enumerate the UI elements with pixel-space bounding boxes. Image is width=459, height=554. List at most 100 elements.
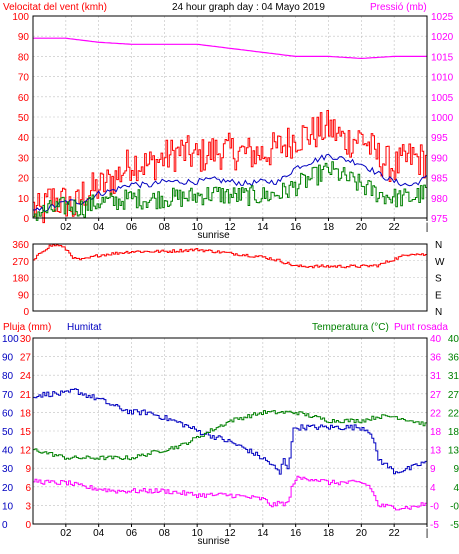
temperature-tick-label: 22 (448, 408, 459, 419)
direction-compass-label: N (435, 307, 442, 318)
y-right-tick-label: 985 (431, 174, 448, 185)
humidity-tick-label: 10 (2, 501, 14, 512)
humidity-tick-label: 50 (2, 427, 14, 438)
x-tick-label: 10 (192, 222, 204, 233)
x-tick-label: 22 (389, 222, 401, 233)
dewpoint-tick-label: 13 (430, 446, 442, 457)
rain-tick-label: 3 (25, 501, 31, 512)
x-tick-label: 02 (60, 222, 72, 233)
direction-degree-label: 180 (12, 274, 29, 285)
dewpoint-tick-label: -5 (430, 520, 439, 531)
climate-line-0 (33, 388, 428, 475)
direction-degree-label: 90 (18, 290, 30, 301)
y-left-tick-label: 0 (23, 214, 29, 225)
humidity-axis-label: Humitat (67, 322, 102, 333)
direction-compass-label: N (435, 240, 442, 251)
temperature-tick-label: 9 (453, 464, 459, 475)
direction-compass-label: W (435, 257, 445, 268)
pressure-axis-label: Pressió (mb) (370, 2, 427, 13)
x-tick-label: 12 (224, 222, 236, 233)
dewpoint-tick-label: 9 (430, 464, 436, 475)
y-left-tick-label: 90 (18, 32, 30, 43)
x-tick-label: 04 (93, 528, 105, 539)
x-tick-label: 18 (323, 528, 335, 539)
humidity-tick-label: 0 (2, 520, 8, 531)
dewpoint-tick-label: 36 (430, 353, 442, 364)
direction-line-0 (33, 244, 428, 269)
y-left-tick-label: 20 (18, 174, 30, 185)
x-tick-label: 08 (159, 222, 171, 233)
humidity-tick-label: 60 (2, 408, 14, 419)
y-right-tick-label: 1020 (431, 32, 454, 43)
x-tick-label: 20 (356, 222, 368, 233)
y-left-tick-label: 30 (18, 153, 30, 164)
humidity-tick-label: 40 (2, 446, 14, 457)
x-tick-label: 14 (257, 528, 269, 539)
humidity-tick-label: 80 (2, 371, 14, 382)
series-line-3 (33, 37, 427, 60)
climate-line-1 (33, 410, 428, 461)
direction-degree-label: 270 (12, 257, 29, 268)
temperature-tick-label: 40 (448, 334, 459, 345)
y-right-tick-label: 975 (431, 214, 448, 225)
x-tick-label: 06 (126, 222, 138, 233)
x-tick-label: 10 (192, 528, 204, 539)
x-tick-label: 02 (60, 528, 72, 539)
rain-tick-label: 21 (20, 390, 32, 401)
dewpoint-axis-label: Punt rosada (394, 322, 448, 333)
dewpoint-tick-label: 18 (430, 427, 442, 438)
dewpoint-tick-label: 22 (430, 408, 442, 419)
x-tick-label: 06 (126, 528, 138, 539)
x-tick-label: 18 (323, 222, 335, 233)
y-left-tick-label: 40 (18, 133, 30, 144)
x-tick-label: 08 (159, 528, 171, 539)
y-right-tick-label: 990 (431, 153, 448, 164)
humidity-tick-label: 30 (2, 464, 14, 475)
y-right-tick-label: 1010 (431, 73, 454, 84)
dewpoint-tick-label: 27 (430, 390, 442, 401)
rain-tick-label: 0 (25, 520, 31, 531)
dewpoint-tick-label: -0 (430, 501, 439, 512)
rain-tick-label: 27 (20, 353, 32, 364)
humidity-tick-label: 100 (2, 334, 19, 345)
rain-tick-label: 18 (20, 408, 32, 419)
direction-compass-label: S (435, 274, 442, 285)
y-right-tick-label: 1005 (431, 93, 454, 104)
series-line-0 (33, 110, 428, 224)
series-line-2 (33, 161, 428, 221)
dewpoint-tick-label: 31 (430, 371, 442, 382)
climate-line-2 (33, 475, 427, 511)
temperature-humidity-chart: 0102030405060708090100036912151821242730… (2, 334, 459, 547)
x-tick-label: 20 (356, 528, 368, 539)
temperature-tick-label: -5 (450, 520, 459, 531)
y-right-tick-label: 1025 (431, 12, 454, 23)
rain-tick-label: 15 (20, 427, 32, 438)
y-right-tick-label: 995 (431, 133, 448, 144)
rain-tick-label: 6 (25, 483, 31, 494)
rain-tick-label: 12 (20, 446, 32, 457)
x-tick-label: 12 (224, 528, 236, 539)
temperature-tick-label: 4 (453, 483, 459, 494)
rain-tick-label: 9 (25, 464, 31, 475)
humidity-tick-label: 70 (2, 390, 14, 401)
rain-tick-label: 24 (20, 371, 32, 382)
direction-compass-label: E (435, 290, 442, 301)
temperature-tick-label: 36 (448, 353, 459, 364)
x-tick-label: 16 (290, 528, 302, 539)
x-tick-label: 04 (93, 222, 105, 233)
wind-pressure-chart: 0102030405060708090100975980985990995100… (12, 12, 453, 241)
temperature-tick-label: 31 (448, 371, 459, 382)
y-left-tick-label: 50 (18, 113, 30, 124)
dewpoint-tick-label: 4 (430, 483, 436, 494)
direction-degree-label: 360 (12, 240, 29, 251)
y-left-tick-label: 100 (12, 12, 29, 23)
series-line-1 (33, 153, 428, 212)
temperature-tick-label: 27 (448, 390, 459, 401)
x-tick-label: | (426, 222, 429, 233)
temperature-tick-label: 13 (448, 446, 459, 457)
direction-degree-label: 0 (23, 307, 29, 318)
x-tick-label: 14 (257, 222, 269, 233)
plot-frame (32, 243, 428, 312)
humidity-tick-label: 90 (2, 353, 14, 364)
